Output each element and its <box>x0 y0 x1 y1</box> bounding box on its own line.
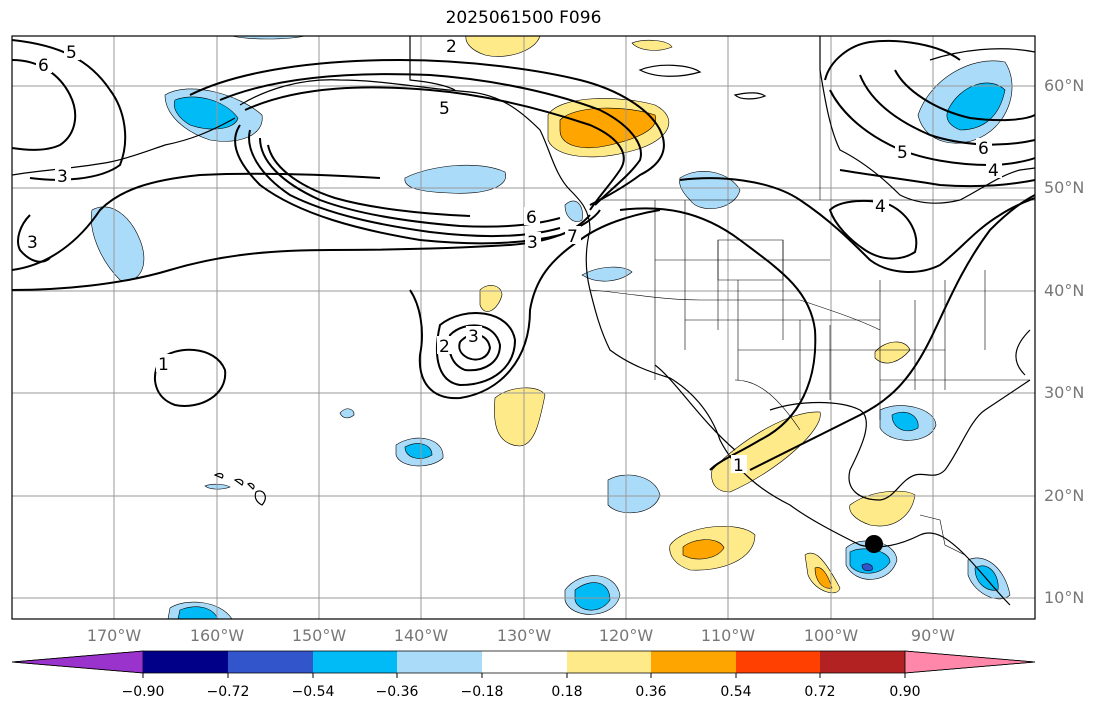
lat-label: 30°N <box>1044 383 1085 402</box>
contour-label: 6 <box>976 138 992 159</box>
lat-label: 60°N <box>1044 76 1085 95</box>
colorbar-extend-max <box>904 650 1036 674</box>
hawaii <box>213 472 266 506</box>
lon-label: 170°W <box>86 626 142 645</box>
colorbar <box>11 650 1036 678</box>
lat-label: 10°N <box>1044 588 1085 607</box>
neg-anomaly-vancouver <box>564 200 583 222</box>
lon-label: 120°W <box>598 626 654 645</box>
neg-anomaly-west <box>90 206 145 282</box>
neg-anomaly-pnw <box>679 171 741 209</box>
colorbar-tick-label: 0.90 <box>889 684 921 700</box>
colorbar-tick-label: −0.36 <box>375 684 419 700</box>
pos-anomaly-tropical <box>494 387 546 447</box>
contour-label: 6 <box>36 55 52 76</box>
contour-label: 5 <box>64 42 80 63</box>
lon-label: 140°W <box>393 626 449 645</box>
contour-label: 4 <box>873 196 889 217</box>
map-frame <box>11 35 1036 620</box>
contour-label: 3 <box>525 232 541 253</box>
contour-label: 2 <box>437 336 453 357</box>
lat-label: 50°N <box>1044 178 1085 197</box>
storm-position-marker <box>865 535 883 553</box>
svg-text:5: 5 <box>66 43 77 63</box>
colorbar-extend-min <box>11 650 144 674</box>
political-borders <box>409 36 1035 556</box>
lat-label: 40°N <box>1044 281 1085 300</box>
map-title: 2025061500 F096 <box>445 8 602 28</box>
lon-label: 90°W <box>910 626 956 645</box>
colorbar-tick-label: −0.72 <box>206 684 250 700</box>
colorbar-tick-label: −0.54 <box>291 684 335 700</box>
anomaly-shading <box>90 35 1013 620</box>
svg-text:4: 4 <box>988 161 999 181</box>
svg-text:1: 1 <box>158 355 169 375</box>
contour-label-group: 2 5 6 5 6 3 5 4 4 3 6 7 2 3 1 1 3 <box>25 36 1002 476</box>
pos-anomaly-north <box>465 35 541 57</box>
contour-label: 5 <box>437 98 453 119</box>
contour-label: 1 <box>156 354 172 375</box>
svg-text:2: 2 <box>439 337 450 357</box>
neg-anomaly-california <box>581 266 633 282</box>
graticule <box>12 36 1035 619</box>
colorbar-tick-label: 0.18 <box>551 684 583 700</box>
svg-text:3: 3 <box>57 167 68 187</box>
svg-text:3: 3 <box>527 233 538 253</box>
coastlines <box>11 36 1036 606</box>
lon-label: 130°W <box>496 626 552 645</box>
colorbar-tick-label: −0.18 <box>460 684 504 700</box>
colorbar-tick-label: 0.54 <box>720 684 752 700</box>
contour-label: 7 <box>565 226 581 247</box>
neg-anomaly-core-alaska <box>173 96 239 130</box>
colorbar-tick-label: −0.90 <box>121 684 165 700</box>
lon-label: 110°W <box>700 626 756 645</box>
contour-label: 6 <box>524 207 540 228</box>
lat-label: 20°N <box>1044 486 1085 505</box>
svg-text:7: 7 <box>567 227 578 247</box>
pos-anomaly-gulf-tehuantepec <box>849 490 916 527</box>
neg-anomaly-tropical-2 <box>607 474 661 514</box>
svg-text:6: 6 <box>526 208 537 228</box>
contour-label: 4 <box>986 160 1002 181</box>
colorbar-tick-label: 0.72 <box>804 684 836 700</box>
contour-label: 3 <box>55 166 71 187</box>
contour-label: 5 <box>895 142 911 163</box>
svg-text:6: 6 <box>978 139 989 159</box>
svg-text:3: 3 <box>468 327 479 347</box>
svg-text:5: 5 <box>897 143 908 163</box>
contour-lines <box>11 39 1036 471</box>
lon-label: 150°W <box>291 626 347 645</box>
svg-text:3: 3 <box>27 233 38 253</box>
svg-text:5: 5 <box>439 99 450 119</box>
contour-label: 2 <box>444 36 460 57</box>
contour-label: 1 <box>731 455 747 476</box>
lon-label: 100°W <box>803 626 859 645</box>
svg-text:1: 1 <box>733 456 744 476</box>
svg-text:2: 2 <box>446 37 457 57</box>
neg-anomaly-mid-pacific <box>404 164 507 194</box>
lon-label: 160°W <box>189 626 245 645</box>
svg-text:4: 4 <box>875 197 886 217</box>
svg-text:6: 6 <box>38 56 49 76</box>
contour-label: 3 <box>25 232 41 253</box>
contour-label: 3 <box>466 326 482 347</box>
colorbar-tick-label: 0.36 <box>635 684 667 700</box>
